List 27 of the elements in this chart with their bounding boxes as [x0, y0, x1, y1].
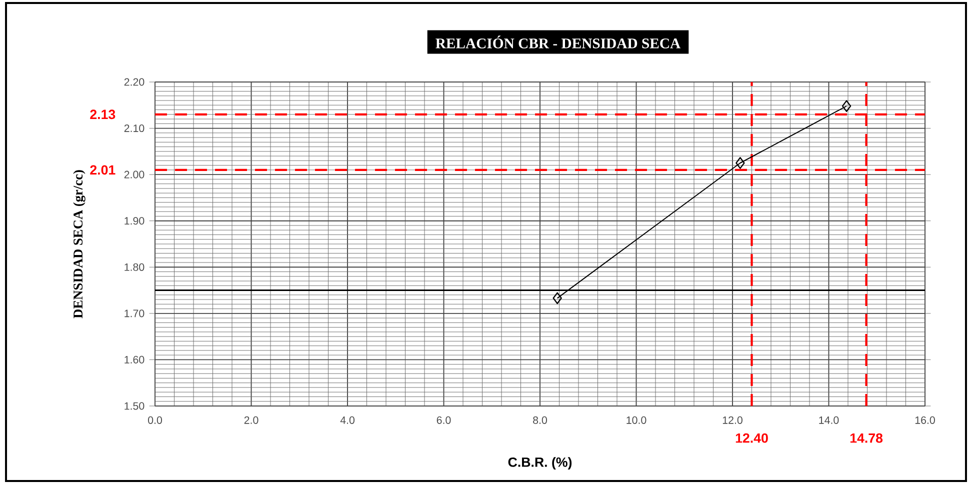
x-tick-label: 0.0	[148, 416, 162, 424]
ref-line-label: 14.78	[850, 433, 883, 443]
y-tick-label: 1.80	[124, 263, 144, 271]
x-tick-label: 8.0	[533, 416, 548, 424]
ref-line-label: 12.40	[736, 433, 768, 443]
y-tick-label: 2.00	[124, 170, 144, 178]
x-tick-label: 6.0	[436, 416, 451, 424]
x-axis-title: C.B.R. (%)	[508, 457, 572, 470]
y-tick-label: 1.90	[124, 217, 144, 225]
chart-title: RELACIÓN CBR - DENSIDAD SECA	[436, 36, 680, 48]
y-tick-label: 1.60	[124, 356, 144, 364]
x-tick-label: 4.0	[340, 416, 355, 424]
ref-line-label: 2.13	[90, 110, 116, 120]
x-tick-label: 16.0	[915, 416, 935, 424]
point	[736, 157, 745, 169]
y-tick-label: 2.20	[124, 78, 144, 86]
x-tick-label: 10.0	[626, 416, 646, 424]
x-tick-label: 14.0	[819, 416, 839, 424]
y-tick-label: 1.70	[124, 310, 144, 318]
y-tick-label: 1.50	[124, 402, 144, 410]
y-tick-label: 2.10	[124, 124, 144, 132]
x-tick-label: 2.0	[244, 416, 258, 424]
point	[552, 292, 562, 304]
x-tick-label: 12.0	[722, 416, 742, 424]
y-axis-title: DENSIDAD SECA (gr/cc)	[73, 170, 86, 318]
point	[842, 100, 852, 112]
ref-line-label: 2.01	[90, 165, 116, 175]
